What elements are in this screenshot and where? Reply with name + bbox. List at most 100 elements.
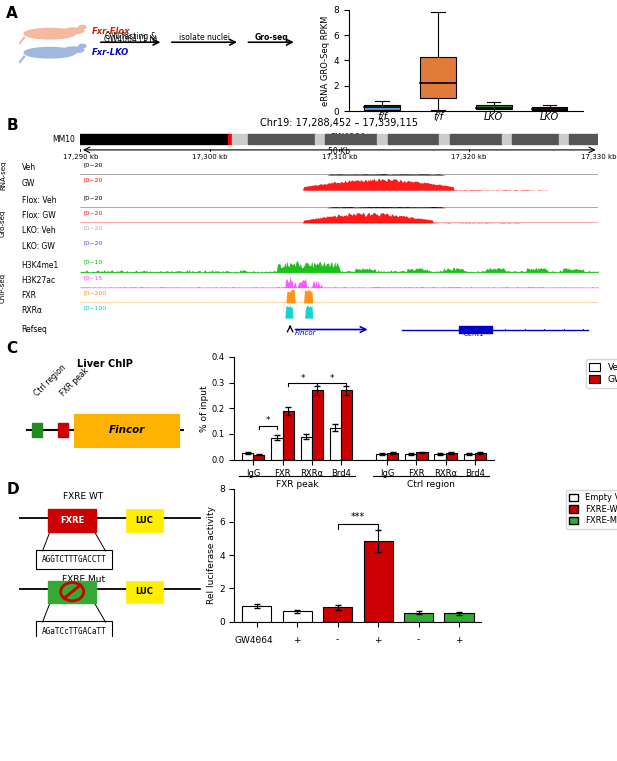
FancyBboxPatch shape (36, 622, 112, 641)
Bar (247, 135, 315, 144)
Bar (364, 105, 400, 110)
Text: GW4064: GW4064 (234, 635, 273, 645)
Text: O/N fasting &: O/N fasting & (105, 32, 157, 41)
Text: 17,320 kb: 17,320 kb (451, 154, 487, 160)
Bar (232, 135, 247, 144)
Text: 17,330 kb: 17,330 kb (581, 154, 616, 160)
Bar (376, 454, 387, 460)
Y-axis label: % of input: % of input (200, 385, 209, 431)
Text: +: + (551, 133, 558, 142)
Ellipse shape (64, 28, 84, 33)
Text: 17,290 kb: 17,290 kb (62, 154, 98, 160)
Bar (404, 613, 433, 622)
Text: -: - (497, 133, 500, 142)
Ellipse shape (79, 44, 86, 48)
Bar (48, 509, 96, 532)
Text: MM10: MM10 (52, 135, 75, 144)
Text: D: D (6, 482, 19, 498)
Bar (363, 541, 392, 622)
Bar (474, 454, 486, 460)
Bar (325, 135, 377, 144)
Text: FXRE Mut: FXRE Mut (62, 575, 105, 584)
Bar (283, 411, 294, 460)
Text: -: - (417, 635, 420, 645)
Text: GW: GW (22, 179, 35, 187)
Bar (445, 454, 457, 460)
Text: +: + (434, 133, 441, 142)
Text: AGaTCcTTGACaTT: AGaTCcTTGACaTT (42, 626, 106, 635)
Bar (315, 135, 325, 144)
Text: Gcnt1: Gcnt1 (464, 331, 485, 337)
Text: AGGTCTTTGACCTT: AGGTCTTTGACCTT (42, 556, 106, 565)
Text: +: + (455, 635, 463, 645)
Bar (32, 423, 42, 437)
Ellipse shape (64, 47, 84, 53)
Bar (377, 135, 387, 144)
Text: RXRα: RXRα (22, 307, 43, 315)
Bar (58, 423, 68, 437)
Bar (329, 428, 341, 460)
Text: [0~200: [0~200 (83, 290, 107, 295)
Text: LKO: GW: LKO: GW (22, 242, 54, 250)
Text: GW4064 (1 h): GW4064 (1 h) (104, 35, 157, 44)
Text: [0~20: [0~20 (83, 195, 102, 200)
Bar (463, 454, 474, 460)
Text: Veh: Veh (22, 164, 36, 172)
Text: C: C (6, 341, 17, 356)
Text: ChIP-seq: ChIP-seq (0, 273, 6, 303)
Text: -: - (255, 635, 259, 645)
Text: FXRE WT: FXRE WT (63, 492, 104, 501)
Text: FXRE: FXRE (60, 516, 85, 525)
Text: Liver ChIP: Liver ChIP (77, 359, 133, 369)
Bar (387, 135, 439, 144)
Text: FXR peak: FXR peak (276, 480, 318, 489)
Text: [0~20: [0~20 (83, 162, 102, 167)
Text: A: A (6, 6, 18, 21)
Bar (450, 135, 502, 144)
Text: Refseq: Refseq (22, 325, 48, 334)
Text: [0~20: [0~20 (83, 177, 102, 183)
Bar (312, 390, 323, 460)
Text: ***: *** (350, 512, 365, 522)
Text: [0~15: [0~15 (83, 275, 102, 280)
Bar (502, 135, 512, 144)
Bar (254, 454, 265, 460)
Bar (439, 135, 450, 144)
Text: LUC: LUC (136, 587, 153, 596)
Bar (48, 581, 96, 603)
Bar (434, 454, 445, 460)
Bar (323, 607, 352, 622)
Bar (228, 135, 232, 144)
Text: Fxr-Flox: Fxr-Flox (93, 27, 131, 37)
Bar (74, 413, 179, 447)
Bar (300, 437, 312, 460)
Text: 17,310 kb: 17,310 kb (321, 154, 357, 160)
Text: Gro-seq: Gro-seq (0, 210, 6, 237)
Bar (532, 107, 568, 110)
Legend: Veh, GW4064: Veh, GW4064 (586, 359, 617, 387)
Text: *: * (300, 374, 305, 383)
Text: LKO: Veh: LKO: Veh (22, 227, 55, 235)
Legend: Empty Vector, FXRE-WT, FXRE-MUT: Empty Vector, FXRE-WT, FXRE-MUT (566, 490, 617, 529)
Text: FXR: FXR (22, 291, 36, 300)
Text: H3K4me1: H3K4me1 (22, 261, 59, 269)
Bar (405, 454, 416, 460)
Y-axis label: eRNA GRO-Seq RPKM: eRNA GRO-Seq RPKM (321, 15, 330, 106)
Text: 17,300 kb: 17,300 kb (192, 154, 228, 160)
Bar (341, 390, 352, 460)
Text: Ctrl region: Ctrl region (407, 480, 455, 489)
Y-axis label: Rel luciferase activity: Rel luciferase activity (207, 506, 216, 604)
Text: isolate nuclei: isolate nuclei (179, 33, 230, 42)
Text: Flox: GW: Flox: GW (22, 212, 56, 220)
Bar (476, 106, 511, 110)
Text: *: * (266, 416, 270, 425)
Text: B: B (6, 118, 18, 133)
Bar (420, 57, 456, 98)
Text: *: * (329, 374, 334, 383)
Text: [0~10: [0~10 (83, 260, 102, 265)
Bar (458, 326, 492, 333)
Text: Gro-seq: Gro-seq (254, 33, 288, 42)
Bar (126, 581, 163, 603)
Text: Ctrl region: Ctrl region (32, 363, 67, 398)
Text: Fincor: Fincor (109, 425, 144, 435)
